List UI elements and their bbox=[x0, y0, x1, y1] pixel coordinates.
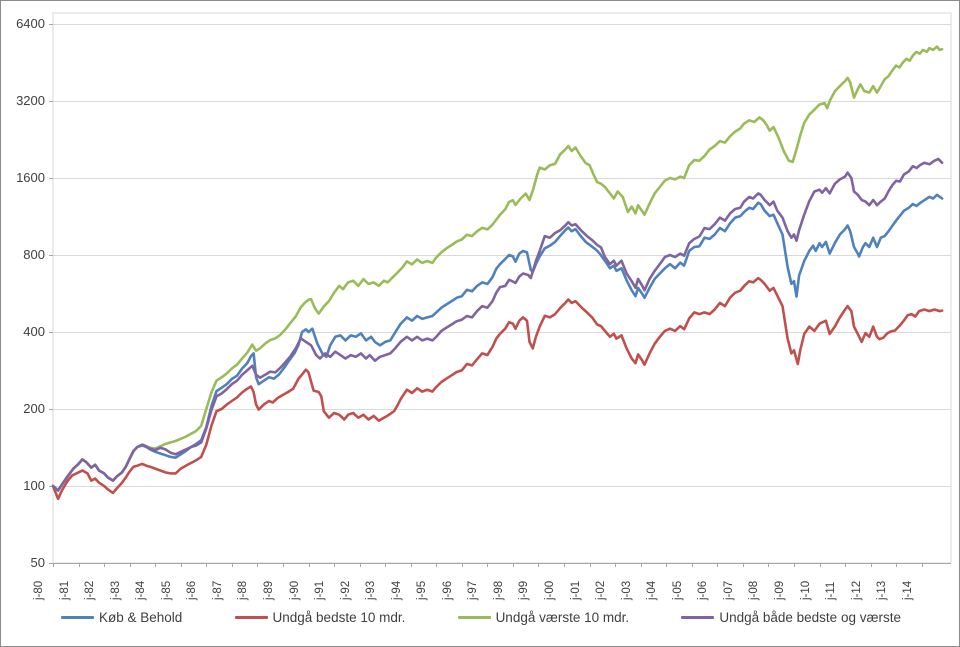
x-axis-label: j-90 bbox=[288, 580, 301, 600]
series-line-1 bbox=[51, 276, 944, 501]
x-axis-label: j-98 bbox=[492, 580, 505, 600]
legend-label: Køb & Behold bbox=[99, 610, 183, 625]
x-axis-label: j-86 bbox=[186, 580, 199, 600]
x-axis-label: j-03 bbox=[620, 580, 633, 600]
legend-item-3: Undgå både bedste og værste bbox=[681, 610, 901, 625]
y-axis-label: 400 bbox=[23, 324, 45, 339]
y-axis-label: 6400 bbox=[16, 16, 45, 31]
x-axis-label: j-97 bbox=[467, 580, 480, 600]
series-line-2 bbox=[51, 45, 944, 492]
x-axis-label: j-83 bbox=[109, 580, 122, 600]
y-axis-label: 50 bbox=[30, 555, 45, 570]
x-axis-label: j-93 bbox=[365, 580, 378, 600]
x-axis-label: j-95 bbox=[416, 580, 429, 600]
x-axis-label: j-92 bbox=[339, 580, 352, 600]
legend-label: Undgå både bedste og værste bbox=[719, 610, 901, 625]
y-axis-label: 100 bbox=[23, 478, 45, 493]
x-axis-label: j-00 bbox=[544, 580, 556, 600]
x-axis-label: j-91 bbox=[314, 580, 327, 600]
legend-line-swatch bbox=[234, 616, 268, 619]
plot-border bbox=[52, 12, 952, 564]
x-axis-label: j-84 bbox=[135, 580, 148, 600]
x-axis-label: j-81 bbox=[58, 580, 71, 600]
x-axis-label: j-89 bbox=[262, 580, 275, 600]
x-axis-label: j-12 bbox=[850, 580, 863, 600]
x-axis-label: j-80 bbox=[33, 580, 45, 600]
x-axis-label: j-96 bbox=[441, 580, 454, 600]
x-axis-label: j-10 bbox=[799, 580, 812, 600]
x-axis-label: j-87 bbox=[211, 580, 224, 600]
x-axis-label: j-04 bbox=[646, 580, 659, 600]
x-axis-label: j-11 bbox=[825, 581, 838, 600]
x-axis-label: j-88 bbox=[237, 580, 250, 600]
legend-label: Undgå værste 10 mdr. bbox=[495, 610, 630, 625]
legend-item-1: Undgå bedste 10 mdr. bbox=[234, 610, 406, 625]
legend-line-swatch bbox=[457, 616, 491, 619]
x-axis-label: j-01 bbox=[569, 580, 582, 600]
x-axis-label: j-07 bbox=[722, 580, 735, 600]
legend-line-swatch bbox=[61, 616, 94, 619]
chart-legend: Køb & Behold Undgå bedste 10 mdr. Undgå væ… bbox=[61, 610, 901, 625]
x-axis-label: j-14 bbox=[901, 580, 914, 600]
x-axis-label: j-02 bbox=[595, 580, 608, 600]
x-axis-label: j-06 bbox=[697, 580, 710, 600]
legend-item-2: Undgå værste 10 mdr. bbox=[457, 610, 630, 625]
series-line-0 bbox=[51, 193, 944, 492]
y-axis-label: 800 bbox=[23, 247, 45, 262]
x-axis-label: j-13 bbox=[876, 580, 889, 600]
x-axis-label: j-09 bbox=[773, 580, 786, 600]
y-axis-label: 1600 bbox=[16, 170, 45, 185]
x-axis-label: j-82 bbox=[84, 580, 97, 600]
x-axis-label: j-94 bbox=[390, 580, 403, 600]
x-axis-label: j-85 bbox=[160, 580, 173, 600]
legend-item-0: Køb & Behold bbox=[61, 610, 182, 625]
y-axis-label: 3200 bbox=[16, 93, 45, 108]
series-line-3 bbox=[51, 157, 944, 492]
x-axis-label: j-99 bbox=[518, 580, 531, 600]
x-axis-label: j-05 bbox=[671, 580, 684, 600]
legend-line-swatch bbox=[681, 616, 715, 619]
y-axis-label: 200 bbox=[23, 401, 45, 416]
x-axis-label: j-08 bbox=[748, 580, 761, 600]
legend-label: Undgå bedste 10 mdr. bbox=[272, 610, 406, 625]
